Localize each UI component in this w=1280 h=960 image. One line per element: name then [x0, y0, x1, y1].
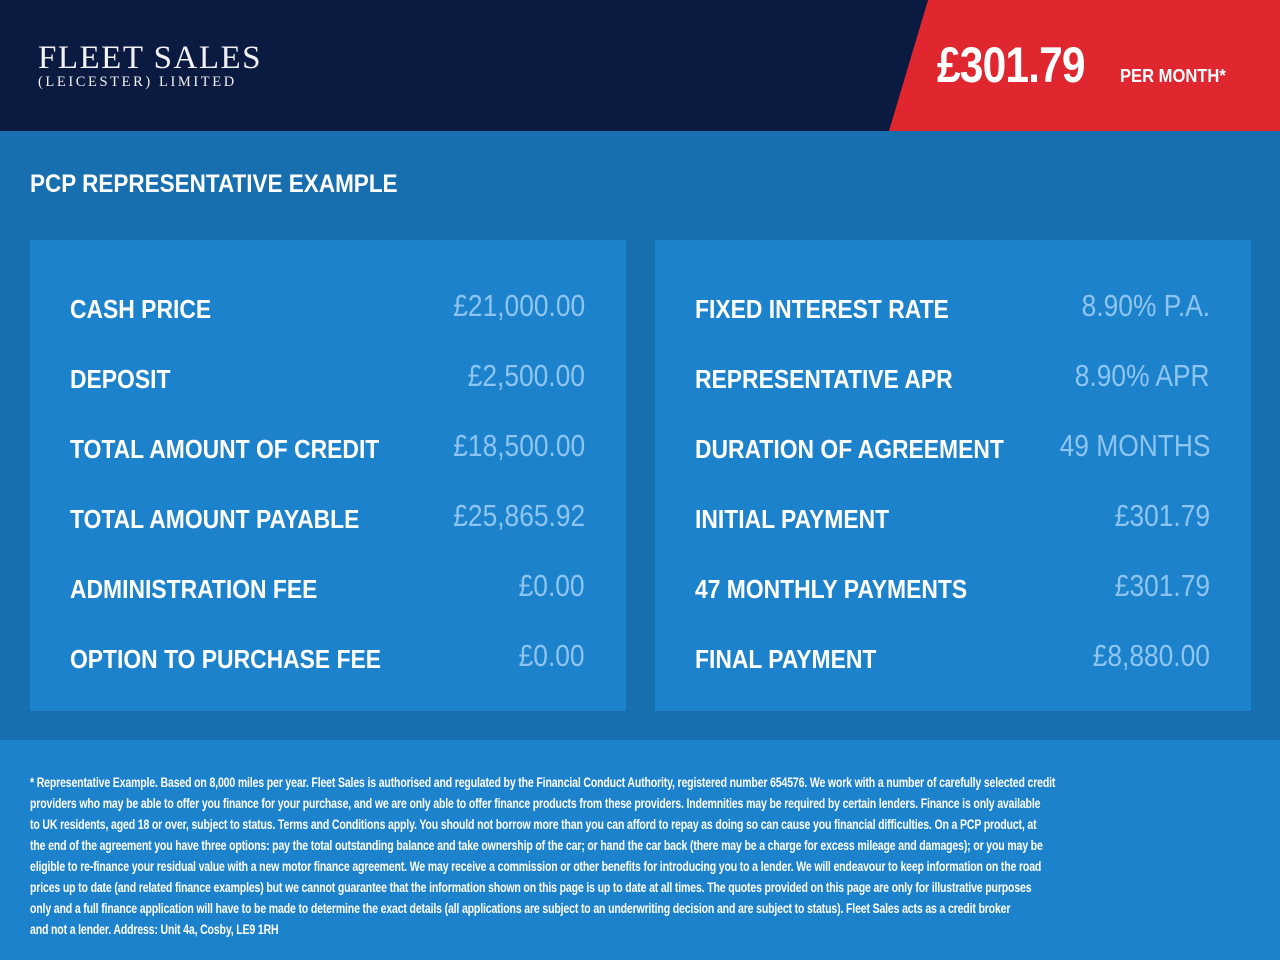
finance-row: OPTION TO PURCHASE FEE £0.00 [70, 638, 585, 678]
finance-value: £8,880.00 [1092, 638, 1210, 673]
finance-value: 49 MONTHS [1059, 428, 1210, 463]
finance-row: DEPOSIT £2,500.00 [70, 358, 585, 398]
finance-label: TOTAL AMOUNT OF CREDIT [70, 434, 380, 464]
disclaimer-line: only and a full finance application will… [30, 901, 1011, 916]
finance-row: INITIAL PAYMENT £301.79 [695, 498, 1210, 538]
finance-label: FINAL PAYMENT [695, 644, 877, 674]
monthly-price: £301.79 [937, 37, 1086, 93]
finance-label: FIXED INTEREST RATE [695, 294, 949, 324]
finance-row: TOTAL AMOUNT OF CREDIT £18,500.00 [70, 428, 585, 468]
disclaimer-text: * Representative Example. Based on 8,000… [30, 772, 1280, 940]
header: FLEET SALES (LEICESTER) LIMITED £301.79 … [0, 0, 1280, 131]
finance-label: REPRESENTATIVE APR [695, 364, 953, 394]
section-title: PCP REPRESENTATIVE EXAMPLE [30, 170, 398, 198]
finance-row: FIXED INTEREST RATE 8.90% P.A. [695, 288, 1210, 328]
finance-row: CASH PRICE £21,000.00 [70, 288, 585, 328]
finance-value: 8.90% P.A. [1081, 288, 1210, 323]
finance-row: TOTAL AMOUNT PAYABLE £25,865.92 [70, 498, 585, 538]
disclaimer-line: the end of the agreement you have three … [30, 838, 1043, 853]
logo-name: FLEET SALES [38, 40, 262, 76]
finance-row: 47 MONTHLY PAYMENTS £301.79 [695, 568, 1210, 608]
logo-subtitle: (LEICESTER) LIMITED [38, 74, 237, 90]
finance-label: CASH PRICE [70, 294, 212, 324]
finance-value: £25,865.92 [453, 498, 585, 533]
disclaimer-line: eligible to re-finance your residual val… [30, 859, 1042, 874]
finance-value: £18,500.00 [453, 428, 585, 463]
finance-row: FINAL PAYMENT £8,880.00 [695, 638, 1210, 678]
disclaimer-footer: * Representative Example. Based on 8,000… [0, 740, 1280, 960]
company-logo: FLEET SALES (LEICESTER) LIMITED [38, 40, 262, 91]
disclaimer-line: prices up to date (and related finance e… [30, 880, 1032, 895]
finance-value: 8.90% APR [1075, 358, 1210, 393]
finance-label: ADMINISTRATION FEE [70, 574, 318, 604]
right-finance-panel: FIXED INTEREST RATE 8.90% P.A. REPRESENTAT… [655, 240, 1251, 711]
per-month-label: PER MONTH* [1120, 66, 1226, 86]
price-banner [889, 0, 1280, 131]
disclaimer-line: and not a lender. Address: Unit 4a, Cosb… [30, 922, 279, 937]
finance-value: £0.00 [519, 638, 585, 673]
finance-label: DURATION OF AGREEMENT [695, 434, 1004, 464]
finance-label: OPTION TO PURCHASE FEE [70, 644, 382, 674]
finance-label: 47 MONTHLY PAYMENTS [695, 574, 968, 604]
finance-value: £301.79 [1114, 568, 1210, 603]
left-finance-panel: CASH PRICE £21,000.00 DEPOSIT £2,500.00 TOTA… [30, 240, 626, 711]
disclaimer-line: * Representative Example. Based on 8,000… [30, 775, 1056, 790]
finance-label: TOTAL AMOUNT PAYABLE [70, 504, 360, 534]
finance-row: ADMINISTRATION FEE £0.00 [70, 568, 585, 608]
disclaimer-line: providers who may be able to offer you f… [30, 796, 1041, 811]
finance-value: £301.79 [1114, 498, 1210, 533]
disclaimer-line: to UK residents, aged 18 or over, subjec… [30, 817, 1037, 832]
finance-value: £0.00 [519, 568, 585, 603]
finance-label: DEPOSIT [70, 364, 171, 394]
finance-row: REPRESENTATIVE APR 8.90% APR [695, 358, 1210, 398]
finance-value: £21,000.00 [453, 288, 585, 323]
finance-row: DURATION OF AGREEMENT 49 MONTHS [695, 428, 1210, 468]
finance-value: £2,500.00 [467, 358, 585, 393]
finance-label: INITIAL PAYMENT [695, 504, 890, 534]
